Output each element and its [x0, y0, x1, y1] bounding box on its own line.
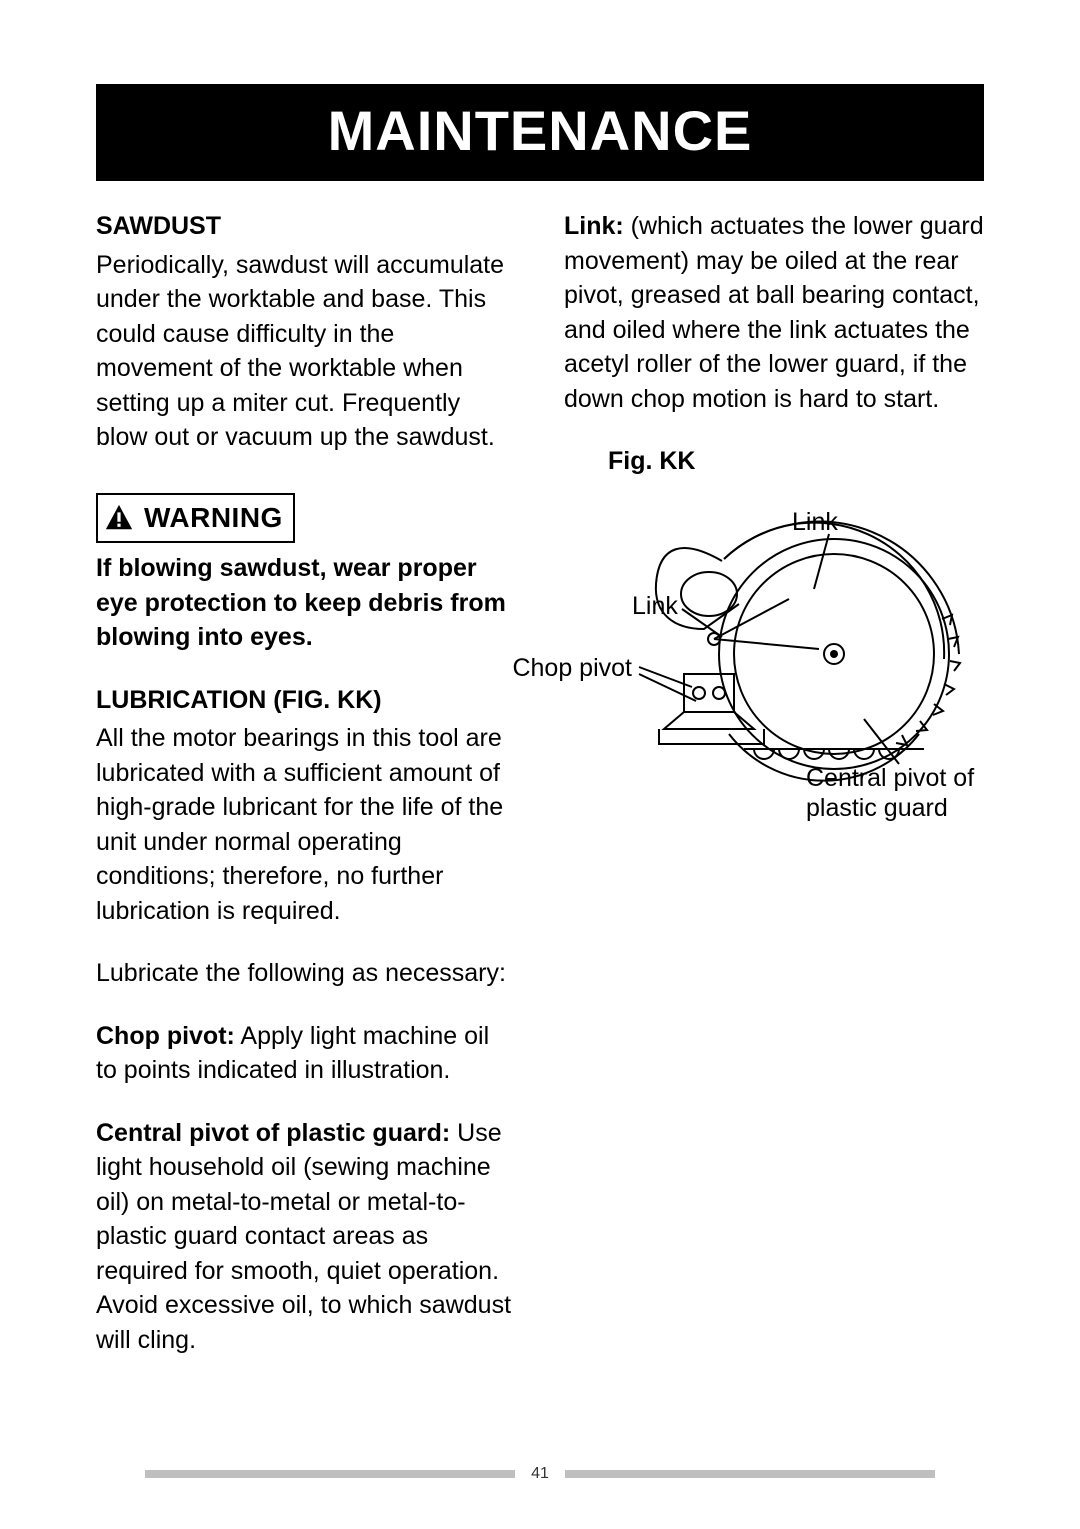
callout-link-top: Link	[792, 505, 838, 540]
warning-icon	[104, 503, 134, 533]
lubrication-body-2: Lubricate the following as necessary:	[96, 956, 516, 991]
sawdust-heading: SAWDUST	[96, 209, 516, 244]
page-title: MAINTENANCE	[328, 99, 753, 162]
right-column: Link: (which actuates the lower guard mo…	[564, 209, 984, 1385]
link-label: Link:	[564, 212, 624, 240]
link-body: (which actuates the lower guard movement…	[564, 212, 984, 413]
chop-pivot-label: Chop pivot:	[96, 1022, 235, 1050]
content-columns: SAWDUST Periodically, sawdust will accum…	[96, 209, 984, 1385]
warning-box: WARNING	[96, 493, 295, 544]
central-pivot-para: Central pivot of plastic guard: Use ligh…	[96, 1116, 516, 1358]
page-number: 41	[519, 1465, 561, 1483]
warning-body: If blowing sawdust, wear proper eye prot…	[96, 551, 516, 655]
central-pivot-label: Central pivot of plastic guard:	[96, 1119, 450, 1147]
figure-label: Fig. KK	[608, 444, 984, 479]
page-title-bar: MAINTENANCE	[96, 84, 984, 181]
footer-bar-right	[565, 1470, 935, 1478]
central-pivot-body: Use light household oil (sewing machine …	[96, 1119, 511, 1354]
page-footer: 41	[0, 1465, 1080, 1483]
callout-chop-pivot: Chop pivot	[512, 651, 632, 686]
figure-kk: Link Link Chop pivot Central pivot of pl…	[564, 489, 984, 829]
sawdust-body: Periodically, sawdust will accumulate un…	[96, 248, 516, 455]
link-para: Link: (which actuates the lower guard mo…	[564, 209, 984, 416]
lubrication-body-1: All the motor bearings in this tool are …	[96, 721, 516, 928]
footer-bar-left	[145, 1470, 515, 1478]
warning-label: WARNING	[144, 499, 283, 538]
callout-link-left: Link	[632, 589, 678, 624]
chop-pivot-para: Chop pivot: Apply light machine oil to p…	[96, 1019, 516, 1088]
left-column: SAWDUST Periodically, sawdust will accum…	[96, 209, 516, 1385]
page: MAINTENANCE SAWDUST Periodically, sawdus…	[0, 0, 1080, 1529]
lubrication-heading: LUBRICATION (FIG. KK)	[96, 683, 516, 718]
callout-central-pivot-2: plastic guard	[806, 791, 948, 826]
